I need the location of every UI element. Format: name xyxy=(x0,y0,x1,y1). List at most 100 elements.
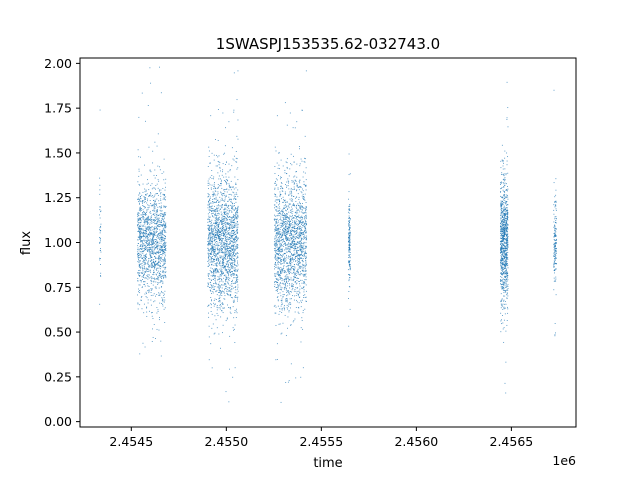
data-point xyxy=(281,198,282,200)
data-point xyxy=(143,274,145,276)
data-point xyxy=(215,229,216,230)
data-point xyxy=(275,185,277,186)
data-point xyxy=(144,281,146,283)
data-point xyxy=(207,283,209,285)
data-point xyxy=(160,235,162,237)
data-point xyxy=(142,224,144,226)
data-point xyxy=(286,223,288,225)
data-point xyxy=(162,239,164,241)
data-point xyxy=(137,212,139,213)
data-point xyxy=(282,258,284,260)
data-point xyxy=(147,247,149,248)
data-point xyxy=(211,258,213,259)
data-point xyxy=(279,308,280,310)
data-point xyxy=(275,226,277,228)
data-point xyxy=(210,284,212,286)
data-point xyxy=(218,249,220,251)
data-point xyxy=(155,203,157,205)
data-point xyxy=(229,287,231,289)
data-point xyxy=(304,235,306,237)
data-point xyxy=(294,215,296,217)
data-point xyxy=(210,188,212,190)
data-point xyxy=(288,303,290,305)
data-point xyxy=(208,304,209,306)
data-point xyxy=(146,227,148,229)
data-point xyxy=(302,270,304,272)
data-point xyxy=(228,232,230,234)
data-point xyxy=(140,240,142,242)
data-point xyxy=(227,275,229,277)
data-point xyxy=(234,238,236,240)
data-point xyxy=(161,286,163,287)
data-point xyxy=(289,264,291,266)
data-point xyxy=(285,381,287,383)
data-point xyxy=(221,252,223,253)
data-point xyxy=(237,296,239,298)
data-point xyxy=(161,230,163,232)
data-point xyxy=(235,280,237,282)
data-point xyxy=(219,185,220,187)
data-point xyxy=(276,162,278,164)
data-point xyxy=(162,275,164,277)
data-point xyxy=(222,324,224,326)
data-point xyxy=(147,269,149,271)
data-point xyxy=(155,211,157,213)
data-point xyxy=(220,251,222,253)
data-point xyxy=(287,270,289,272)
data-point xyxy=(156,213,158,215)
data-point xyxy=(283,258,285,260)
data-point xyxy=(150,234,152,236)
data-point xyxy=(234,259,236,261)
data-point xyxy=(300,327,302,329)
data-point xyxy=(144,197,146,198)
data-point xyxy=(221,237,223,239)
data-point xyxy=(303,198,305,200)
data-point xyxy=(151,262,153,264)
data-point xyxy=(225,204,227,206)
data-point xyxy=(141,194,143,196)
data-point xyxy=(300,251,302,252)
data-point xyxy=(298,260,300,262)
data-point xyxy=(304,218,305,220)
data-point xyxy=(212,250,214,251)
data-point xyxy=(156,214,157,216)
data-point xyxy=(290,215,292,217)
data-point xyxy=(224,251,225,253)
data-point xyxy=(226,218,228,220)
data-point xyxy=(295,276,296,278)
data-point xyxy=(284,253,286,255)
data-point xyxy=(137,254,139,256)
data-point xyxy=(295,283,297,285)
data-point xyxy=(164,259,166,261)
data-point xyxy=(228,209,230,211)
data-point xyxy=(301,246,302,248)
data-point xyxy=(147,198,149,200)
data-point xyxy=(140,221,142,223)
data-point xyxy=(161,225,163,227)
data-point xyxy=(278,224,280,226)
data-point xyxy=(304,274,306,276)
data-point xyxy=(212,288,214,290)
data-point xyxy=(144,285,146,287)
data-point xyxy=(280,271,282,273)
data-point xyxy=(286,244,288,246)
data-point xyxy=(215,165,217,167)
data-point xyxy=(219,268,221,270)
data-point xyxy=(99,214,101,216)
data-point xyxy=(305,239,307,241)
data-point xyxy=(235,317,237,318)
data-point xyxy=(297,237,299,239)
data-point xyxy=(154,263,155,265)
data-point xyxy=(147,244,149,245)
data-point xyxy=(218,281,220,283)
data-point xyxy=(151,244,153,246)
data-point xyxy=(237,209,238,211)
data-point xyxy=(157,283,159,285)
data-point xyxy=(281,249,283,251)
data-point xyxy=(145,270,147,272)
data-point xyxy=(100,248,101,249)
data-point xyxy=(163,295,165,297)
data-point xyxy=(289,234,290,236)
data-point xyxy=(224,245,226,247)
data-point xyxy=(150,254,152,256)
